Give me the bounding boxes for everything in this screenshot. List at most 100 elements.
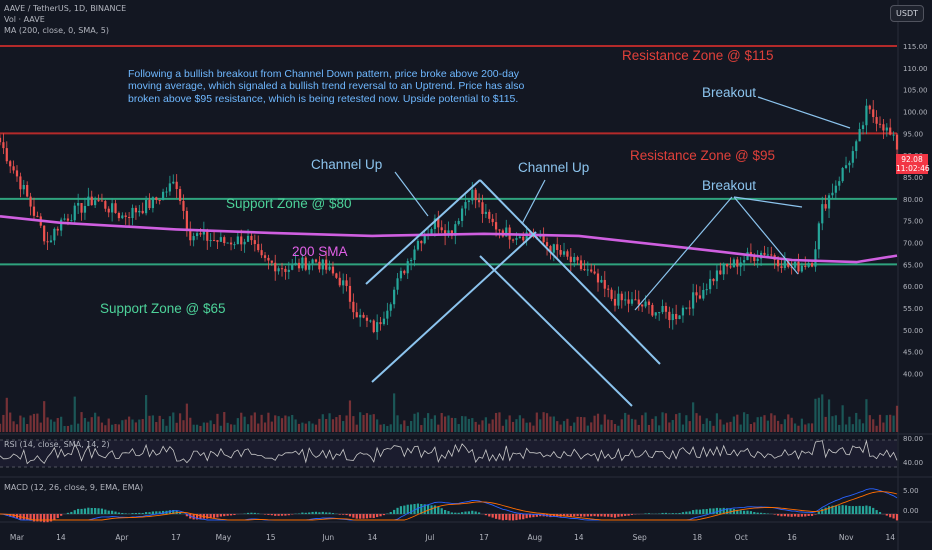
volume-bar	[549, 416, 552, 432]
macd-hist-bar	[535, 514, 538, 517]
candle-body	[199, 233, 202, 235]
candle-body	[192, 236, 195, 241]
candle-body	[321, 259, 324, 270]
rsi-label: RSI (14, close, SMA, 14, 2)	[4, 440, 110, 449]
volume-bar	[444, 416, 447, 432]
volume-bar	[403, 420, 406, 432]
macd-hist-bar	[773, 514, 776, 515]
volume-bar	[134, 422, 138, 432]
volume-bar	[447, 415, 450, 432]
macd-hist-bar	[406, 504, 409, 514]
macd-hist-bar	[562, 514, 566, 517]
volume-bar	[613, 424, 617, 432]
macd-hist-bar	[678, 512, 681, 514]
volume-bar	[311, 423, 314, 432]
price-tick-label: 60.00	[903, 283, 923, 291]
indicator-tick-label: 0.00	[903, 507, 919, 515]
volume-label: Vol · AAVE	[4, 15, 45, 24]
candle-body	[301, 257, 304, 269]
volume-bar	[9, 412, 12, 432]
macd-hist-bar	[427, 504, 430, 514]
candle-body	[223, 237, 226, 244]
candle-body	[488, 211, 491, 219]
macd-hist-bar	[372, 514, 375, 519]
volume-bar	[569, 425, 572, 432]
macd-hist-bar	[60, 514, 63, 516]
macd-hist-bar	[223, 514, 226, 517]
volume-bar	[586, 425, 589, 432]
candle-body	[114, 203, 117, 213]
volume-bar	[206, 422, 209, 432]
volume-bar	[848, 416, 851, 432]
volume-bar	[53, 421, 56, 432]
volume-bar	[787, 414, 790, 432]
x-tick-label: Mar	[10, 533, 25, 542]
candle-body	[511, 239, 515, 241]
candle-body	[175, 181, 178, 190]
candle-body	[270, 260, 273, 263]
candle-body	[335, 273, 338, 278]
volume-bar	[579, 416, 583, 432]
candle-body	[658, 312, 661, 314]
volume-bar	[861, 423, 865, 432]
macd-hist-bar	[780, 514, 783, 517]
volume-bar	[406, 425, 409, 432]
macd-hist-bar	[121, 512, 124, 514]
macd-hist-bar	[467, 511, 470, 514]
macd-hist-bar	[284, 514, 287, 516]
macd-hist-bar	[793, 514, 797, 517]
macd-hist-bar	[705, 509, 708, 514]
price-tick-label: 75.00	[903, 218, 923, 226]
volume-bar	[739, 424, 742, 432]
candle-body	[202, 231, 205, 235]
candle-body	[722, 263, 725, 275]
macd-hist-bar	[100, 508, 104, 514]
volume-bar	[240, 412, 243, 432]
macd-hist-bar	[192, 514, 195, 520]
candle-body	[12, 166, 15, 171]
macd-hist-bar	[399, 506, 403, 514]
volume-bar	[314, 424, 318, 432]
volume-bar	[743, 412, 746, 432]
volume-bar	[219, 425, 222, 432]
macd-hist-bar	[875, 510, 878, 514]
volume-bar	[229, 424, 233, 432]
macd-hist-bar	[552, 514, 555, 517]
macd-hist-bar	[80, 508, 83, 514]
macd-hist-bar	[5, 514, 8, 516]
candle-body	[617, 293, 620, 306]
volume-bar	[19, 415, 22, 432]
volume-bar	[304, 423, 307, 432]
candle-body	[610, 289, 613, 299]
volume-bar	[15, 424, 19, 432]
macd-hist-bar	[892, 514, 895, 519]
macd-hist-bar	[131, 513, 134, 514]
price-tick-label: 55.00	[903, 305, 923, 313]
candle-body	[688, 307, 691, 309]
candle-body	[229, 242, 233, 245]
candle-body	[875, 117, 878, 124]
volume-bar	[274, 415, 277, 432]
candle-body	[182, 200, 185, 211]
macd-hist-bar	[70, 511, 73, 514]
macd-hist-bar	[56, 514, 59, 518]
volume-bar	[121, 420, 124, 432]
indicator-tick-label: 40.00	[903, 459, 923, 467]
macd-hist-bar	[848, 505, 851, 514]
volume-bar	[641, 415, 644, 432]
macd-hist-bar	[838, 505, 841, 514]
volume-bar	[195, 424, 199, 432]
volume-bar	[804, 424, 807, 432]
macd-hist-bar	[895, 514, 899, 521]
price-tick-label: 115.00	[903, 43, 928, 51]
macd-hist-bar	[308, 512, 311, 514]
candle-body	[107, 208, 110, 213]
volume-bar	[175, 422, 178, 432]
candle-body	[396, 278, 399, 290]
arrow-breakout-2c	[733, 196, 803, 208]
macd-hist-bar	[488, 514, 491, 517]
macd-hist-bar	[104, 509, 107, 514]
volume-bar	[243, 416, 246, 432]
currency-button[interactable]: USDT	[890, 5, 924, 22]
